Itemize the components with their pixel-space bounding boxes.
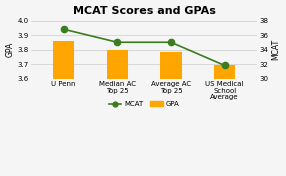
Bar: [214, 65, 235, 176]
Y-axis label: GPA: GPA: [5, 42, 15, 57]
Legend: MCAT, GPA: MCAT, GPA: [106, 98, 182, 110]
Title: MCAT Scores and GPAs: MCAT Scores and GPAs: [73, 6, 216, 15]
Bar: [53, 41, 74, 176]
Bar: [160, 52, 182, 176]
Bar: [107, 49, 128, 176]
Y-axis label: MCAT: MCAT: [271, 39, 281, 60]
